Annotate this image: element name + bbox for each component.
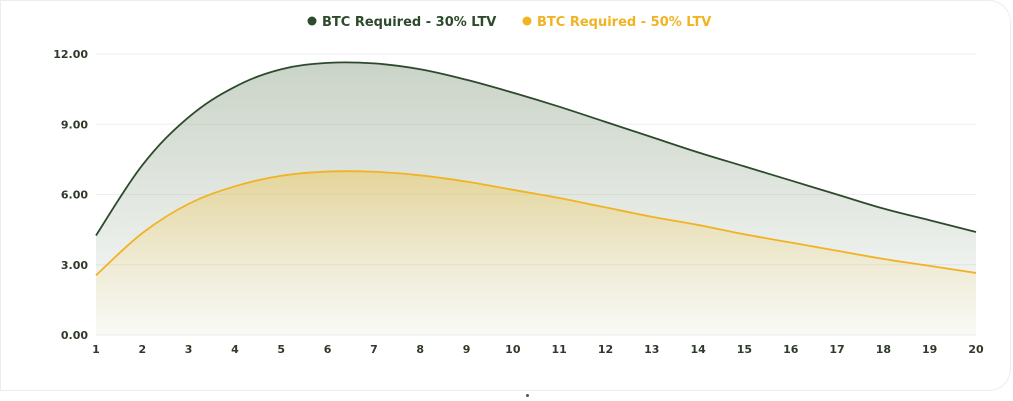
legend-label-2: BTC Required - 50% LTV [537,15,711,30]
x-tick-label: 1 [92,343,100,356]
legend: BTC Required - 30% LTV BTC Required - 50%… [307,15,711,30]
y-tick-label: 12.00 [53,48,88,61]
x-tick-label: 18 [876,343,891,356]
x-tick-label: 11 [552,343,567,356]
x-tick-label: 10 [505,343,521,356]
x-tick-label: 14 [690,343,706,356]
x-tick-label: 9 [463,343,471,356]
x-tick-label: 8 [416,343,424,356]
x-tick-label: 16 [783,343,799,356]
legend-marker-2 [522,16,532,26]
y-tick-label: 6.00 [61,189,88,202]
x-tick-label: 4 [231,343,239,356]
series-areas [96,62,976,336]
x-tick-label: 19 [922,343,937,356]
x-tick-label: 3 [185,343,193,356]
series-line-1 [95,61,977,236]
x-tick-label: 17 [829,343,844,356]
x-tick-label: 20 [968,343,984,356]
x-tick-label: 12 [598,343,613,356]
series-area-2 [96,171,976,335]
x-tick-label: 6 [324,343,332,356]
x-axis-ticks: 1 2 3 4 5 6 7 8 9 10 11 12 13 14 15 16 17 18 19 20 [92,343,984,356]
y-axis-ticks: 0.00 3.00 6.00 9.00 12.00 [53,48,88,342]
legend-marker-1 [307,16,317,26]
x-tick-label: 2 [138,343,146,356]
x-tick-label: 15 [737,343,752,356]
series-lines [95,61,977,276]
x-tick-label: 5 [277,343,285,356]
legend-label-1: BTC Required - 30% LTV [322,15,496,30]
x-tick-label: 7 [370,343,378,356]
y-tick-label: 9.00 [61,118,88,131]
series-line-2 [95,170,977,276]
y-tick-label: 0.00 [61,329,88,342]
pagination-dot [526,394,529,397]
x-tick-label: 13 [644,343,659,356]
y-tick-label: 3.00 [61,259,88,272]
